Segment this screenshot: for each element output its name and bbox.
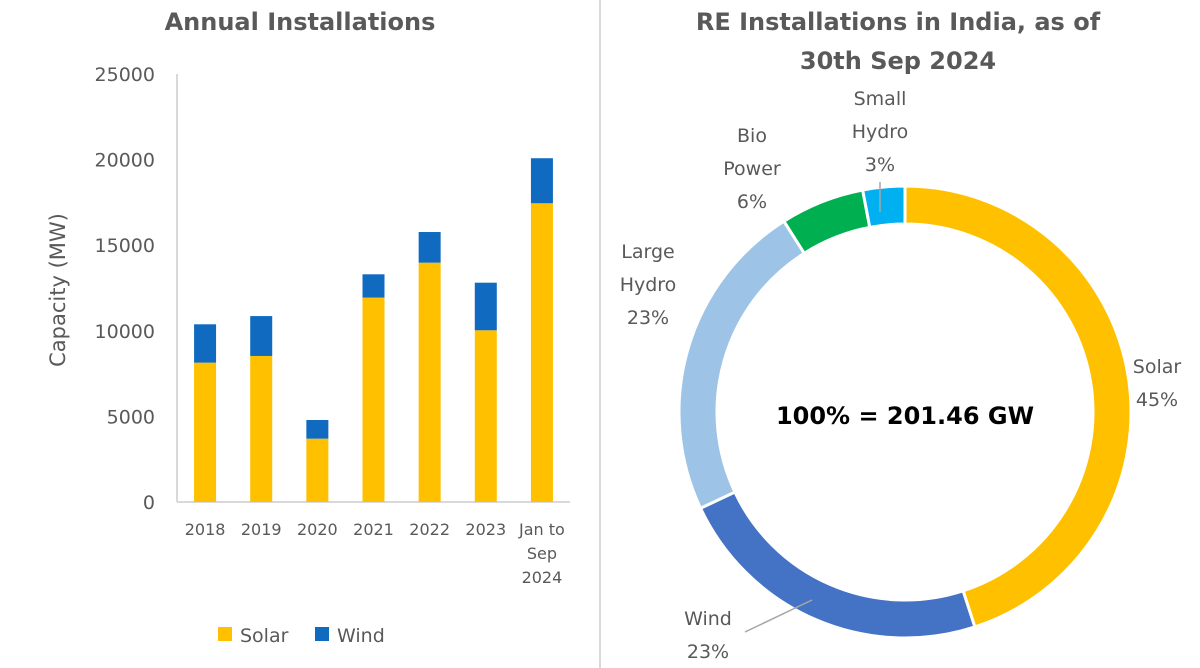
- x-tick-label: 2018: [185, 520, 226, 539]
- slice-bio-power: [781, 188, 872, 256]
- bar-solar: [418, 262, 441, 502]
- x-tick-label: 2023: [465, 520, 506, 539]
- y-tick-label: 20000: [95, 150, 155, 172]
- slice-label-solar: 45%: [1136, 389, 1178, 411]
- donut-title-line2: 30th Sep 2024: [800, 47, 996, 75]
- bar-solar: [250, 355, 273, 502]
- bar-solar: [306, 438, 329, 502]
- slice-solar: [903, 184, 1133, 629]
- slice-large-hydro: [677, 219, 807, 511]
- slice-label-wind: 23%: [687, 641, 729, 663]
- legend-label-solar: Solar: [240, 625, 289, 647]
- bar-solar: [474, 330, 497, 502]
- bar-wind: [530, 158, 553, 204]
- bar-chart-title: Annual Installations: [165, 8, 436, 36]
- bar-wind: [474, 282, 497, 331]
- y-tick-label: 15000: [95, 235, 155, 257]
- x-tick-label: 2021: [353, 520, 394, 539]
- x-tick-label: Jan to: [518, 520, 565, 539]
- y-tick-label: 25000: [95, 64, 155, 86]
- donut-center-label: 100% = 201.46 GW: [776, 402, 1034, 430]
- bar-wind: [362, 274, 385, 298]
- slice-label-wind: Wind: [684, 608, 732, 630]
- slice-wind: [698, 490, 977, 640]
- y-tick-label: 5000: [107, 406, 155, 428]
- x-tick-label: 2020: [297, 520, 338, 539]
- bar-solar: [362, 297, 385, 502]
- bar-solar: [194, 362, 217, 502]
- slice-label-large-hydro: Large: [621, 241, 674, 263]
- x-tick-label: 2024: [522, 568, 563, 587]
- y-tick-label: 0: [143, 492, 155, 514]
- legend-swatch-wind: [315, 627, 329, 641]
- slice-label-small-hydro: Small: [854, 88, 907, 110]
- x-tick-label: 2019: [241, 520, 282, 539]
- donut-title-line1: RE Installations in India, as of: [696, 8, 1101, 36]
- slice-label-solar: Solar: [1133, 356, 1182, 378]
- slice-label-bio-power: Bio: [737, 125, 767, 147]
- y-tick-label: 10000: [95, 321, 155, 343]
- x-tick-label: 2022: [409, 520, 450, 539]
- bar-wind: [306, 419, 329, 439]
- x-tick-label: Sep: [527, 544, 557, 563]
- bar-wind: [418, 232, 441, 263]
- slice-label-small-hydro: 3%: [865, 154, 895, 176]
- slice-label-large-hydro: Hydro: [620, 274, 677, 296]
- slice-label-bio-power: 6%: [737, 191, 767, 213]
- y-axis-label: Capacity (MW): [46, 213, 70, 367]
- bar-wind: [194, 324, 217, 363]
- legend-swatch-solar: [218, 627, 232, 641]
- bar-solar: [530, 203, 553, 503]
- bar-wind: [250, 316, 273, 356]
- slice-label-large-hydro: 23%: [627, 307, 669, 329]
- wind-leader-line: [744, 599, 813, 633]
- slice-small-hydro: [860, 184, 907, 230]
- slice-label-bio-power: Power: [723, 158, 781, 180]
- legend-label-wind: Wind: [337, 625, 385, 647]
- slice-label-small-hydro: Hydro: [852, 121, 909, 143]
